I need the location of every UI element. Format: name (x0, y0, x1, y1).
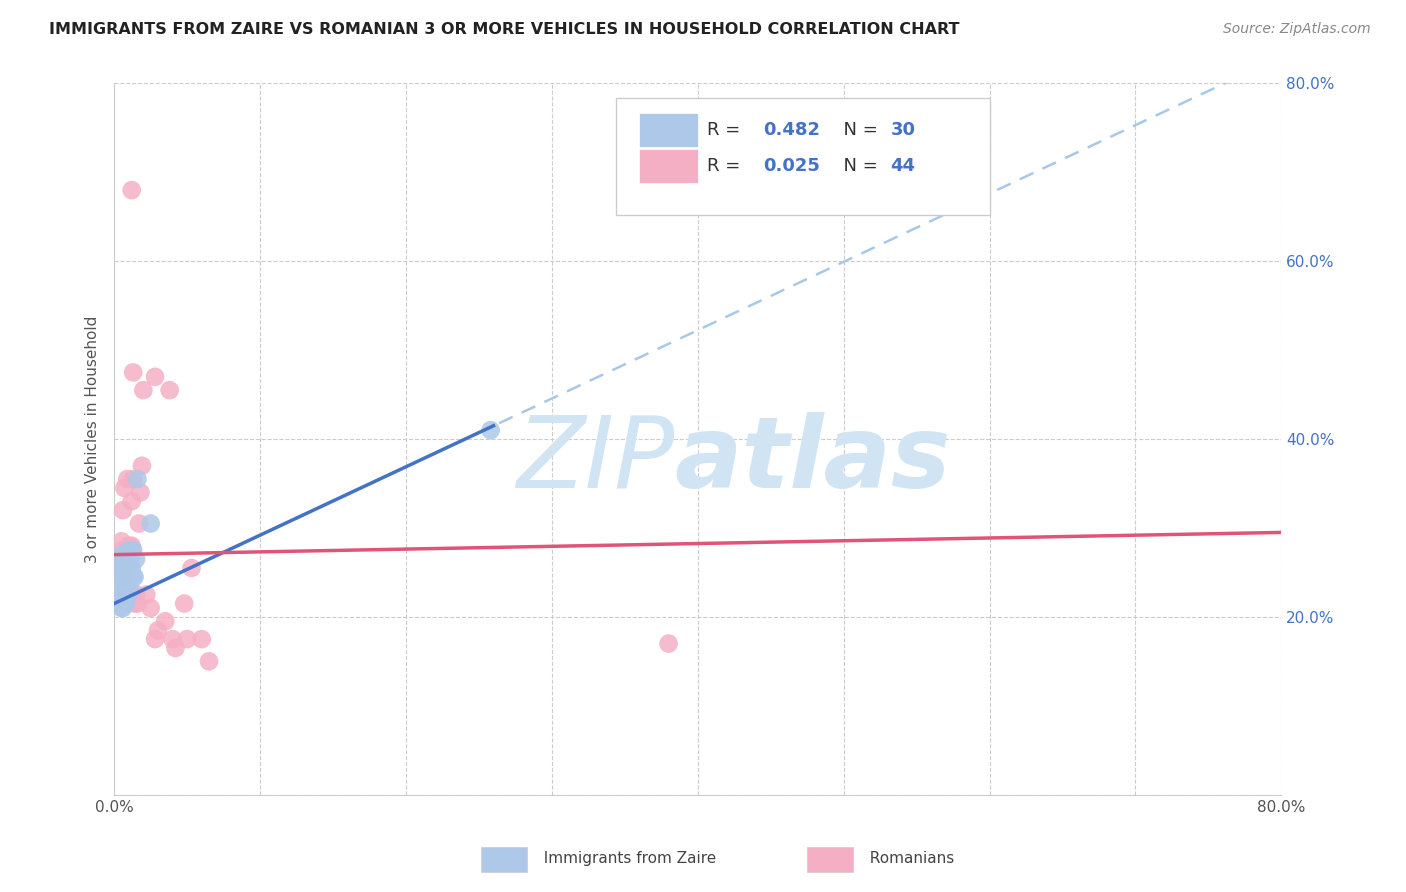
Point (198, 654, 221, 668)
Point (110, 543, 132, 558)
Text: 0.482: 0.482 (763, 121, 820, 139)
Point (129, 485, 152, 500)
Point (121, 183, 143, 197)
Text: N =: N = (832, 121, 883, 139)
Point (120, 579, 142, 593)
Point (132, 383, 155, 397)
Point (128, 516, 150, 531)
Text: 0.025: 0.025 (763, 157, 820, 175)
Point (122, 472, 145, 486)
Point (118, 561, 141, 575)
Point (117, 472, 139, 486)
Point (143, 369, 166, 384)
Point (118, 539, 141, 553)
Point (120, 552, 142, 566)
Point (117, 552, 139, 566)
Text: R =: R = (707, 157, 747, 175)
Point (173, 597, 195, 611)
Point (190, 632, 212, 646)
Point (110, 534, 132, 549)
Point (479, 423, 502, 437)
Point (162, 632, 184, 646)
Point (131, 458, 153, 473)
Point (112, 597, 135, 611)
Point (111, 583, 134, 598)
Point (658, 636, 681, 650)
Point (108, 557, 131, 571)
Point (111, 561, 134, 575)
Point (165, 640, 187, 655)
Point (115, 597, 138, 611)
Point (122, 570, 145, 584)
Point (127, 472, 149, 486)
FancyBboxPatch shape (640, 149, 697, 183)
Point (143, 632, 166, 646)
Point (139, 601, 162, 615)
Point (180, 561, 202, 575)
Point (124, 597, 146, 611)
Point (117, 588, 139, 602)
Point (112, 561, 135, 575)
Point (139, 516, 162, 531)
Point (110, 552, 132, 566)
Point (115, 548, 138, 562)
Text: Romanians: Romanians (860, 851, 955, 865)
Point (125, 588, 148, 602)
Text: ZIP: ZIP (516, 412, 675, 509)
Text: Source: ZipAtlas.com: Source: ZipAtlas.com (1223, 22, 1371, 37)
Point (121, 494, 143, 508)
Point (125, 552, 148, 566)
FancyBboxPatch shape (640, 113, 697, 147)
Point (122, 365, 145, 379)
Point (118, 543, 141, 558)
Point (121, 543, 143, 558)
Point (107, 592, 129, 607)
Point (120, 543, 142, 558)
Point (115, 552, 138, 566)
Point (117, 570, 139, 584)
Point (111, 503, 134, 517)
Point (124, 570, 146, 584)
Point (155, 615, 177, 629)
Point (110, 548, 132, 562)
Text: 30: 30 (890, 121, 915, 139)
Point (112, 481, 135, 495)
Text: 44: 44 (890, 157, 915, 175)
Point (111, 570, 134, 584)
Point (127, 597, 149, 611)
Point (159, 383, 181, 397)
Point (146, 624, 169, 638)
Text: IMMIGRANTS FROM ZAIRE VS ROMANIAN 3 OR MORE VEHICLES IN HOUSEHOLD CORRELATION CH: IMMIGRANTS FROM ZAIRE VS ROMANIAN 3 OR M… (49, 22, 960, 37)
Point (135, 588, 157, 602)
Text: R =: R = (707, 121, 747, 139)
Point (176, 632, 198, 646)
Point (108, 557, 131, 571)
Point (110, 601, 132, 615)
Point (121, 561, 143, 575)
Point (118, 588, 141, 602)
Point (111, 601, 134, 615)
Text: atlas: atlas (675, 412, 950, 509)
Point (112, 579, 135, 593)
Point (115, 579, 138, 593)
Text: N =: N = (832, 157, 883, 175)
Point (107, 592, 129, 607)
Point (112, 548, 135, 562)
FancyBboxPatch shape (616, 97, 990, 215)
Text: Immigrants from Zaire: Immigrants from Zaire (534, 851, 717, 865)
Point (112, 552, 135, 566)
Point (108, 574, 131, 589)
Y-axis label: 3 or more Vehicles in Household: 3 or more Vehicles in Household (86, 316, 100, 563)
Point (121, 539, 143, 553)
Point (122, 543, 145, 558)
Point (108, 548, 131, 562)
Point (110, 570, 132, 584)
